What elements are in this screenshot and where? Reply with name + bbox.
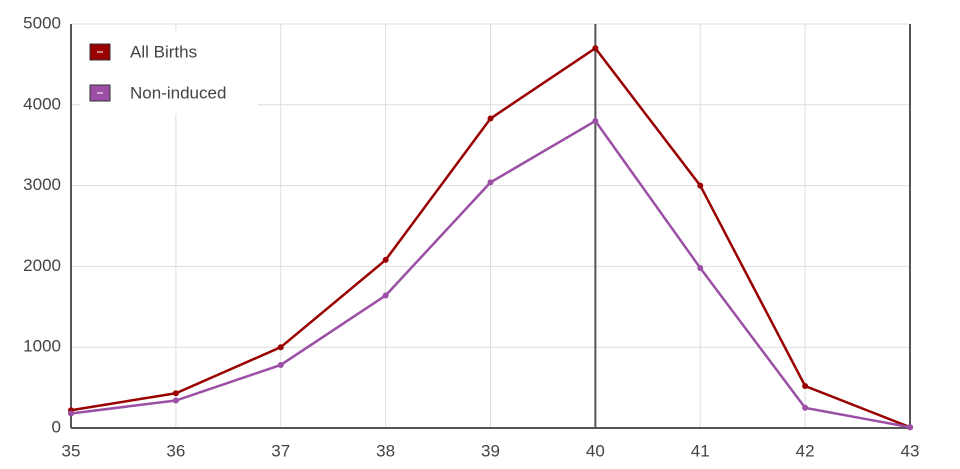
x-tick-label: 40 <box>586 441 605 460</box>
point <box>697 182 704 189</box>
point <box>277 344 284 351</box>
point <box>592 45 599 52</box>
x-tick-label: 41 <box>691 441 710 460</box>
y-tick-label: 1000 <box>23 337 61 356</box>
y-tick-label: 3000 <box>23 175 61 194</box>
point <box>382 292 389 299</box>
legend-label: All Births <box>130 42 197 61</box>
x-tick-label: 42 <box>796 441 815 460</box>
point <box>697 265 704 272</box>
point <box>592 117 599 124</box>
y-tick-label: 2000 <box>23 256 61 275</box>
legend-label: Non-induced <box>130 83 226 102</box>
point <box>487 115 494 122</box>
x-tick-label: 43 <box>901 441 920 460</box>
point <box>68 410 74 417</box>
point <box>172 390 179 397</box>
y-tick-label: 0 <box>52 417 61 436</box>
y-tick-label: 5000 <box>23 13 61 32</box>
x-tick-label: 38 <box>376 441 395 460</box>
point <box>802 404 809 411</box>
x-tick-label: 35 <box>62 441 81 460</box>
point <box>382 256 389 263</box>
point <box>802 382 809 389</box>
legend: All Births Non-induced <box>80 32 258 114</box>
point <box>277 361 284 368</box>
x-tick-label: 37 <box>271 441 290 460</box>
x-tick-label: 36 <box>166 441 185 460</box>
point <box>172 397 179 404</box>
y-tick-label: 4000 <box>23 94 61 113</box>
x-tick-label: 39 <box>481 441 500 460</box>
point <box>487 179 494 186</box>
point <box>907 424 913 431</box>
